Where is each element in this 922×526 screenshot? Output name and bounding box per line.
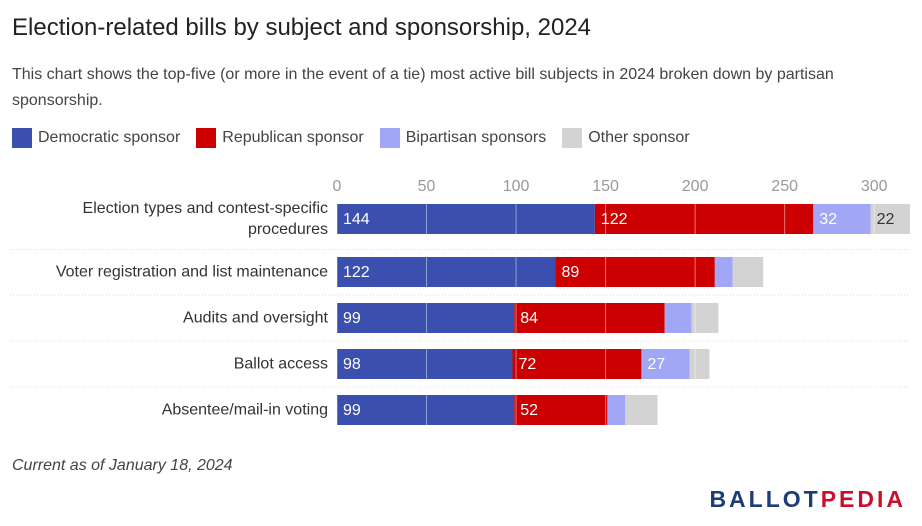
bar-segment [714, 257, 733, 287]
bar-segment [512, 349, 642, 379]
bar-segment [813, 204, 871, 234]
bar-segment [594, 204, 814, 234]
legend-item: Democratic sponsor [12, 128, 180, 148]
bar-segment [664, 303, 692, 333]
legend-item: Republican sponsor [196, 128, 364, 148]
x-tick-label: 200 [682, 178, 709, 195]
x-tick-label: 150 [592, 178, 619, 195]
chart-subtitle: This chart shows the top-five (or more i… [12, 66, 834, 109]
bar-segment [625, 395, 658, 425]
logo-part: PEDIA [820, 486, 906, 512]
x-tick-label: 0 [333, 178, 342, 195]
data-label: 89 [561, 264, 579, 281]
legend-swatch [12, 128, 32, 148]
bar-segment [555, 257, 715, 287]
legend: Democratic sponsor Republican sponsor Bipa… [12, 128, 706, 148]
data-label: 84 [520, 310, 538, 327]
data-label: 52 [520, 402, 538, 419]
data-label: 99 [343, 310, 361, 327]
data-label: 144 [343, 211, 370, 228]
data-label: 122 [343, 264, 370, 281]
bar-segment [337, 349, 513, 379]
data-label: 99 [343, 402, 361, 419]
legend-item: Other sponsor [562, 128, 690, 148]
bar-segment [870, 204, 910, 234]
y-tick-label: Voter registration and list maintenance [55, 263, 328, 281]
y-tick-label: Election types and contest-specific proc… [82, 200, 328, 238]
bar-segment [514, 395, 608, 425]
logo-part: BALLOT [709, 486, 821, 512]
chart-title: Election-related bills by subject and sp… [12, 14, 592, 41]
data-label: 122 [601, 211, 628, 228]
bar-segment [337, 257, 556, 287]
bar-segment [337, 204, 595, 234]
y-tick-label: Absentee/mail-in voting [161, 401, 328, 419]
x-tick-label: 50 [418, 178, 436, 195]
data-label: 22 [877, 211, 895, 228]
legend-swatch [379, 128, 400, 148]
data-label: 72 [518, 356, 536, 373]
x-tick-label: 300 [861, 178, 888, 195]
data-label: 98 [343, 356, 361, 373]
bar-segment [732, 257, 764, 287]
legend-swatch [562, 128, 583, 148]
bar-segment [514, 303, 665, 333]
x-tick-label: 100 [503, 178, 530, 195]
bar-segment [689, 349, 710, 379]
legend-label: Bipartisan sponsors [405, 129, 547, 146]
legend-label: Democratic sponsor [38, 129, 181, 146]
y-tick-label: Audits and oversight [183, 309, 328, 327]
data-label: 32 [819, 211, 837, 228]
bar-segment [337, 395, 515, 425]
logo: BALLOTPEDIA [709, 486, 906, 513]
bar-segment [641, 349, 690, 379]
legend-swatch [196, 128, 217, 148]
data-label: 27 [647, 356, 665, 373]
legend-item: Bipartisan sponsors [379, 128, 547, 148]
bar-segment [337, 303, 515, 333]
x-tick-label: 250 [771, 178, 798, 195]
bar-segment [607, 395, 626, 425]
footnote: Current as of January 18, 2024 [12, 457, 233, 474]
y-tick-label: Ballot access [233, 355, 328, 373]
bar-segment [691, 303, 719, 333]
legend-label: Republican sponsor [222, 129, 364, 146]
legend-label: Other sponsor [588, 129, 690, 146]
